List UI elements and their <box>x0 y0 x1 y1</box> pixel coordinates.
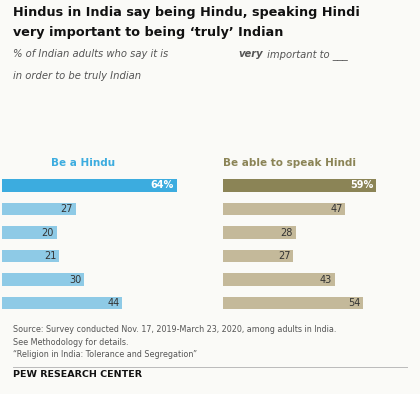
Bar <box>223 273 335 286</box>
Text: Be a Hindu: Be a Hindu <box>51 158 116 168</box>
Text: 30: 30 <box>69 275 81 284</box>
Bar <box>2 250 60 262</box>
Text: Hindus in India say being Hindu, speaking Hindi: Hindus in India say being Hindu, speakin… <box>13 6 360 19</box>
Text: 59%: 59% <box>350 180 374 190</box>
Text: 27: 27 <box>60 204 73 214</box>
Bar <box>2 297 122 309</box>
Bar <box>223 297 363 309</box>
Text: % of Indian adults who say it is: % of Indian adults who say it is <box>13 49 171 59</box>
Text: 44: 44 <box>107 298 120 308</box>
Bar <box>2 273 84 286</box>
Bar <box>2 227 57 239</box>
Text: very important to being ‘truly’ Indian: very important to being ‘truly’ Indian <box>13 26 283 39</box>
Bar <box>2 179 177 191</box>
Text: 20: 20 <box>42 227 54 238</box>
Text: very: very <box>239 49 263 59</box>
Text: 54: 54 <box>348 298 361 308</box>
Text: PEW RESEARCH CENTER: PEW RESEARCH CENTER <box>13 370 142 379</box>
Bar <box>223 227 296 239</box>
Text: important to ___: important to ___ <box>264 49 347 60</box>
Text: 43: 43 <box>320 275 332 284</box>
Bar <box>223 250 293 262</box>
Bar <box>2 203 76 215</box>
Text: in order to be truly Indian: in order to be truly Indian <box>13 71 141 81</box>
Text: Be able to speak Hindi: Be able to speak Hindi <box>223 158 356 168</box>
Text: 21: 21 <box>45 251 57 261</box>
Bar <box>223 179 376 191</box>
Text: 28: 28 <box>281 227 293 238</box>
Text: Source: Survey conducted Nov. 17, 2019-March 23, 2020, among adults in India.
Se: Source: Survey conducted Nov. 17, 2019-M… <box>13 325 336 359</box>
Text: 27: 27 <box>278 251 291 261</box>
Bar <box>223 203 345 215</box>
Text: 64%: 64% <box>151 180 174 190</box>
Text: 47: 47 <box>330 204 342 214</box>
